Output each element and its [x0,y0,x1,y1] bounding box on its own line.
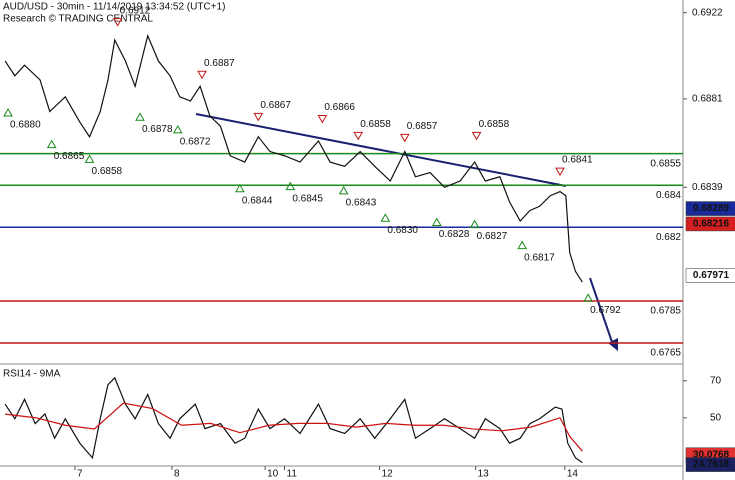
level-label: 0.6785 [650,306,681,317]
resistance-marker [317,114,328,124]
arrow-head [608,338,618,351]
x-tick-label: 7 [77,469,83,480]
series-line [5,402,583,452]
annotation-label: 0.6828 [439,229,470,240]
annotation-label: 0.6912 [120,5,151,16]
support-marker [84,154,95,163]
support-marker [583,293,593,302]
annotation-label: 0.6844 [242,195,273,206]
annotation-label: 0.6827 [477,231,508,242]
support-marker [235,183,245,193]
annotation-label: 0.6817 [524,252,555,263]
annotation-label: 0.6830 [387,225,418,236]
resistance-marker [399,133,410,143]
annotation-label: 0.6857 [407,121,438,132]
support-marker [469,219,480,229]
support-marker [285,181,296,191]
trend-line [195,113,567,187]
level-label: 0.6855 [650,158,681,169]
support-marker [517,240,528,250]
y-tick-label: 70 [710,375,722,386]
x-tick-label: 14 [567,469,579,480]
annotation-label: 0.6858 [92,166,123,177]
annotation-label: 0.6867 [260,100,291,111]
x-tick-label: 10 [267,469,279,480]
price-tag-label: 30.0768 [693,449,730,460]
annotation-label: 0.6858 [479,119,510,130]
support-marker [46,139,57,149]
annotation-label: 0.6865 [54,151,85,162]
price-tag [685,201,735,216]
resistance-marker [253,112,264,122]
annotation-label: 0.6878 [142,124,173,135]
resistance-marker [197,70,207,80]
annotation-label: 0.6866 [324,102,355,113]
price-tag-label: 0.68216 [693,219,730,230]
price-tag [685,457,735,472]
support-marker [380,213,391,222]
price-tag [685,216,735,232]
y-tick-label: 0.6922 [692,7,723,18]
annotation-label: 0.6887 [204,58,235,69]
price-tag-label: 0.68289 [693,203,730,214]
level-label: 0.6765 [650,348,681,359]
annotation-label: 0.6858 [360,119,391,130]
y-tick-label: 0.6881 [692,94,723,105]
chart-subtitle: Research © TRADING CENTRAL [3,14,153,25]
support-marker [431,217,442,226]
x-tick-label: 12 [382,469,394,480]
price-tag [685,268,735,283]
price-tag-label: 0.67971 [693,270,730,281]
y-tick-label: 50 [710,412,722,423]
resistance-marker [555,167,565,177]
support-marker [338,185,349,195]
series-line [4,376,583,464]
level-label: 0.682 [656,232,681,243]
support-marker [3,108,13,117]
annotation-label: 0.6872 [180,137,211,148]
price-tag-label: 24.7618 [693,459,730,470]
resistance-marker [471,131,482,141]
support-marker [135,112,145,121]
forecast-arrow [589,277,613,343]
annotation-label: 0.6880 [10,120,41,131]
rsi-title: RSI14 - 9MA [3,369,61,380]
annotation-label: 0.6792 [590,305,621,316]
x-tick-label: 13 [478,469,490,480]
y-tick-label: 0.6839 [692,182,723,193]
resistance-marker [112,18,123,27]
resistance-marker [353,131,364,141]
chart-title: AUD/USD - 30min - 11/14/2019 13:34:52 (U… [3,2,225,13]
annotation-label: 0.6845 [292,193,323,204]
x-tick-label: 11 [287,469,298,480]
series-line [4,33,583,283]
annotation-label: 0.6843 [346,198,377,209]
level-label: 0.684 [656,190,681,201]
support-marker [172,124,183,134]
annotation-label: 0.6841 [562,155,593,166]
x-tick-label: 8 [174,469,180,480]
